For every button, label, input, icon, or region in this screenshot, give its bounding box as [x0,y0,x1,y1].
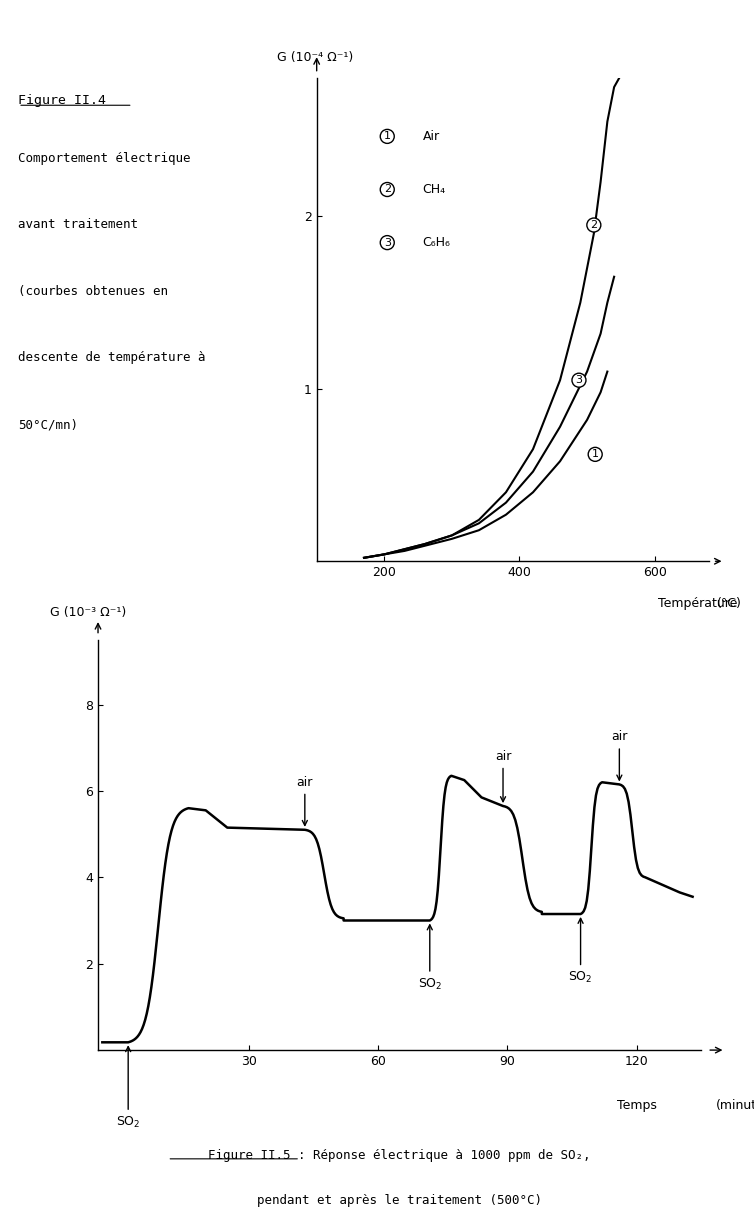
Text: avant traitement: avant traitement [18,218,138,232]
Text: Figure II.4: Figure II.4 [18,94,106,106]
Text: SO$_2$: SO$_2$ [569,919,593,985]
Text: Figure II.5 : Réponse électrique à 1000 ppm de SO₂,: Figure II.5 : Réponse électrique à 1000 … [208,1149,591,1161]
Text: air: air [611,730,627,780]
Text: Comportement électrique: Comportement électrique [18,152,191,164]
Text: 50°C/mn): 50°C/mn) [18,418,78,431]
Text: G (10⁻³ Ω⁻¹): G (10⁻³ Ω⁻¹) [50,606,126,619]
Text: air: air [495,750,511,801]
Text: Température: Température [657,597,737,611]
Text: 3: 3 [384,238,391,247]
Text: G (10⁻⁴ Ω⁻¹): G (10⁻⁴ Ω⁻¹) [277,51,354,64]
Text: 2: 2 [384,185,391,194]
Text: SO$_2$: SO$_2$ [418,925,442,992]
Text: (°C): (°C) [716,597,741,611]
Text: Temps: Temps [617,1100,657,1113]
Text: pendant et après le traitement (500°C): pendant et après le traitement (500°C) [257,1194,542,1207]
Text: 1: 1 [592,449,599,460]
Text: Air: Air [422,130,440,142]
Text: SO$_2$: SO$_2$ [116,1046,140,1130]
Text: 2: 2 [590,220,597,231]
Text: air: air [296,776,313,826]
Text: C₆H₆: C₆H₆ [422,237,450,249]
Text: CH₄: CH₄ [422,183,446,196]
Text: (minutes): (minutes) [716,1100,754,1113]
Text: descente de température à: descente de température à [18,351,206,365]
Text: (courbes obtenues en: (courbes obtenues en [18,285,168,298]
Text: 1: 1 [384,132,391,141]
Text: 3: 3 [575,375,583,385]
